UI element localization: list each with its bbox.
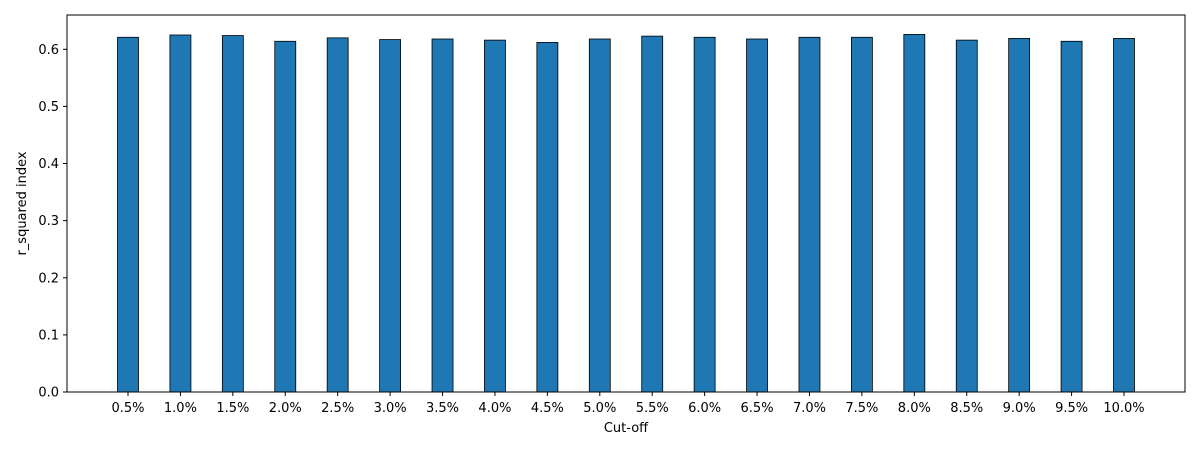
bar-8.0% xyxy=(903,34,926,393)
x-tick-label: 1.0% xyxy=(164,401,197,416)
bar-2.5% xyxy=(326,37,349,393)
x-tick-label: 10.0% xyxy=(1103,401,1144,416)
bar-1.0% xyxy=(169,34,192,393)
x-tick-label: 5.0% xyxy=(583,401,616,416)
bar-9.5% xyxy=(1060,40,1083,393)
bars-group xyxy=(117,34,1135,393)
y-tick-label: 0.6 xyxy=(38,43,59,58)
y-tick-label: 0.0 xyxy=(38,386,59,401)
bar-10.0% xyxy=(1113,38,1135,393)
x-tick-label: 0.5% xyxy=(111,401,144,416)
x-tick-label: 1.5% xyxy=(216,401,249,416)
bar-3.0% xyxy=(379,39,402,393)
y-axis-ticks: 0.0 0.1 0.2 0.3 0.4 0.5 0.6 xyxy=(38,43,67,401)
x-tick-label: 7.0% xyxy=(793,401,826,416)
x-tick-label: 4.0% xyxy=(478,401,511,416)
plot-frame xyxy=(66,14,1186,393)
bar-3.5% xyxy=(431,38,454,393)
bar-9.0% xyxy=(1008,38,1031,393)
x-tick-label: 6.0% xyxy=(688,401,721,416)
x-tick-label: 6.5% xyxy=(741,401,774,416)
x-tick-label: 2.5% xyxy=(321,401,354,416)
y-tick-label: 0.4 xyxy=(38,157,59,172)
bar-6.5% xyxy=(746,38,768,393)
x-axis-label: Cut-off xyxy=(604,421,649,436)
x-tick-label: 8.0% xyxy=(898,401,931,416)
y-tick-label: 0.5 xyxy=(38,100,59,115)
bar-7.5% xyxy=(850,36,873,393)
bar-4.0% xyxy=(484,39,506,393)
x-tick-label: 3.0% xyxy=(374,401,407,416)
x-tick-label: 4.5% xyxy=(531,401,564,416)
bar-8.5% xyxy=(955,39,978,393)
y-tick-label: 0.1 xyxy=(38,328,59,343)
x-tick-label: 8.5% xyxy=(950,401,983,416)
bar-6.0% xyxy=(693,36,716,393)
x-tick-label: 2.0% xyxy=(269,401,302,416)
bar-4.5% xyxy=(536,42,559,393)
bar-2.0% xyxy=(274,40,297,393)
x-tick-label: 5.5% xyxy=(636,401,669,416)
bar-7.0% xyxy=(798,36,821,393)
bar-0.5% xyxy=(117,36,139,393)
y-tick-label: 0.3 xyxy=(38,214,59,229)
x-tick-label: 3.5% xyxy=(426,401,459,416)
bar-1.5% xyxy=(221,35,244,393)
x-tick-label: 7.5% xyxy=(845,401,878,416)
bar-5.0% xyxy=(588,38,611,393)
bar-5.5% xyxy=(641,35,664,393)
y-tick-label: 0.2 xyxy=(38,271,59,286)
x-axis-ticks: 0.5% 1.0% 1.5% 2.0% 2.5% 3.0% 3.5% 4.0% 4.5% 5.0%… xyxy=(111,392,1145,416)
x-tick-label: 9.5% xyxy=(1055,401,1088,416)
x-tick-label: 9.0% xyxy=(1003,401,1036,416)
y-axis-label: r_squared index xyxy=(15,151,30,255)
